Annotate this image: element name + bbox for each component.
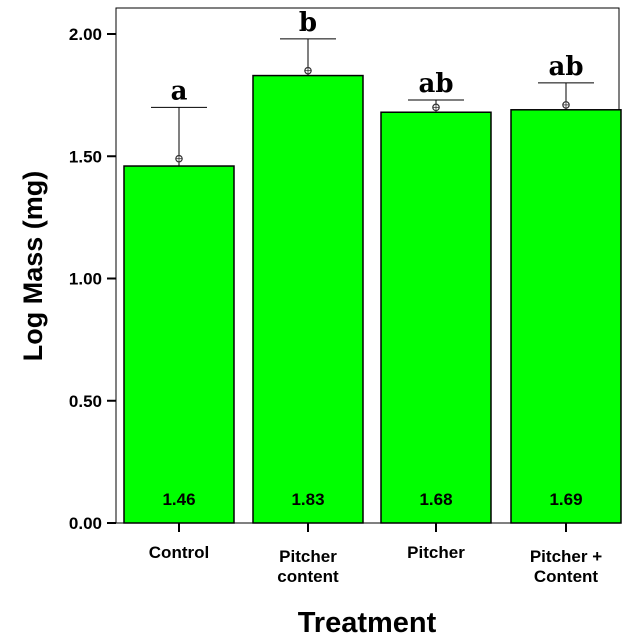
bars-group: 1.46 1.83 1.68 1.69 bbox=[123, 74, 622, 524]
bar-value-label: 1.69 bbox=[549, 490, 582, 509]
significance-letter: b bbox=[299, 8, 317, 38]
bar bbox=[380, 111, 492, 524]
x-tick-label-line: Pitcher bbox=[407, 543, 465, 562]
x-tick-label-line: Pitcher bbox=[279, 547, 337, 566]
y-tick-label: 0.00 bbox=[69, 514, 102, 533]
x-tick-label-line: Pitcher + bbox=[530, 547, 602, 566]
x-tick-label-line: content bbox=[277, 567, 339, 586]
bar bbox=[123, 165, 235, 524]
x-tick-label-line: Content bbox=[534, 567, 599, 586]
bar-value-label: 1.83 bbox=[291, 490, 324, 509]
x-tick-label-line: Control bbox=[149, 543, 209, 562]
x-tick-label: Pitcher + Content bbox=[530, 547, 602, 586]
x-tick-label: Pitcher bbox=[407, 543, 465, 562]
bar bbox=[252, 74, 364, 524]
y-axis: 0.00 0.50 1.00 1.50 2.00 bbox=[69, 25, 116, 533]
x-tick-label: Pitcher content bbox=[277, 547, 339, 586]
y-tick-label: 2.00 bbox=[69, 25, 102, 44]
significance-letter: a bbox=[171, 76, 188, 106]
significance-letter: ab bbox=[548, 52, 583, 82]
significance-letter: ab bbox=[418, 69, 453, 99]
y-tick-label: 0.50 bbox=[69, 392, 102, 411]
bar-value-label: 1.68 bbox=[419, 490, 452, 509]
bar bbox=[510, 109, 622, 524]
bar-value-label: 1.46 bbox=[162, 490, 195, 509]
y-tick-label: 1.00 bbox=[69, 270, 102, 289]
x-tick-label: Control bbox=[149, 543, 209, 562]
y-axis-title: Log Mass (mg) bbox=[18, 171, 48, 362]
y-tick-label: 1.50 bbox=[69, 147, 102, 166]
x-axis-title: Treatment bbox=[298, 607, 437, 639]
